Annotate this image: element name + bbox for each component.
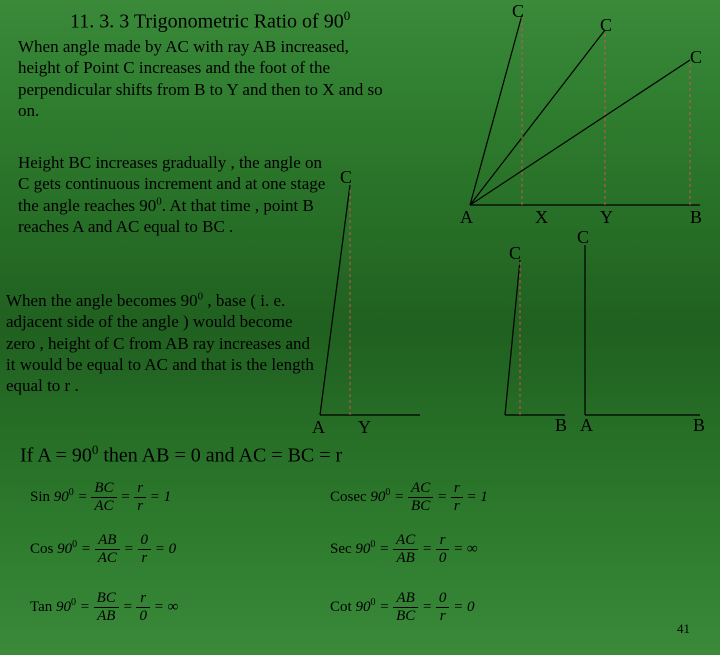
title-exp: 0 <box>344 8 351 23</box>
diagram-top: C C C A X Y B <box>440 5 710 225</box>
eq-cos-fn: Cos <box>30 541 53 557</box>
label-a: A <box>460 207 473 228</box>
diagram-midright-svg <box>495 225 710 425</box>
eq-sin: Sin 900 = BCAC = rr = 1 <box>30 480 171 515</box>
eq-csc-res: = 1 <box>466 489 487 505</box>
eq-cos-res: = 0 <box>155 541 176 557</box>
para3-a: When the angle becomes 90 <box>6 291 198 310</box>
eq-csc-r2: r <box>451 498 463 515</box>
paragraph-2: Height BC increases gradually , the angl… <box>18 152 333 237</box>
eq-sec-ang: 90 <box>355 541 370 557</box>
eq-cot-r1: 0 <box>436 590 450 608</box>
eq-sin-r1: r <box>134 480 146 498</box>
label-b2-mr: B <box>693 415 705 436</box>
eq-sec-exp: 0 <box>370 539 375 550</box>
eq-cos-num: AB <box>95 532 120 550</box>
eq-cot-r2: r <box>436 608 450 625</box>
diagram-mid-left: C A Y <box>310 165 440 425</box>
eq-csc-exp: 0 <box>385 487 390 498</box>
paragraph-3: When the angle becomes 900 , base ( i. e… <box>6 290 316 396</box>
eq-sin-exp: 0 <box>69 487 74 498</box>
eq-csc-num: AC <box>408 480 433 498</box>
diagram-top-svg <box>440 5 710 225</box>
section-number: 11. 3. 3 <box>70 11 129 33</box>
eq-cosec: Cosec 900 = ACBC = rr = 1 <box>330 480 488 515</box>
eq-sin-fn: Sin <box>30 489 50 505</box>
eq-sin-den: AC <box>91 498 116 515</box>
eq-sec-r2: 0 <box>436 550 450 567</box>
eq-cos-ang: 90 <box>57 541 72 557</box>
eq-cos-r2: r <box>138 550 152 567</box>
label-c-ml: C <box>340 167 352 188</box>
eq-sec-res: = ∞ <box>453 541 478 557</box>
title-text: Trigonometric Ratio of 90 <box>134 11 344 33</box>
eq-tan-num: BC <box>94 590 119 608</box>
para4-b: then AB = 0 and AC = BC = r <box>98 445 342 467</box>
eq-cot-ang: 90 <box>355 599 370 615</box>
page-number: 41 <box>677 621 690 637</box>
eq-sin-r2: r <box>134 498 146 515</box>
section-title: 11. 3. 3 Trigonometric Ratio of 900 <box>70 8 350 34</box>
eq-tan-r2: 0 <box>136 608 150 625</box>
label-c2: C <box>600 15 612 36</box>
eq-cos-den: AC <box>95 550 120 567</box>
eq-tan-ang: 90 <box>56 599 71 615</box>
eq-csc-r1: r <box>451 480 463 498</box>
eq-sec-fn: Sec <box>330 541 352 557</box>
eq-csc-fn: Cosec <box>330 489 367 505</box>
eq-tan-fn: Tan <box>30 599 52 615</box>
para1-text: When angle made by AC with ray AB increa… <box>18 37 383 120</box>
eq-cot-den: BC <box>393 608 418 625</box>
eq-sec-num: AC <box>393 532 418 550</box>
label-a-ml: A <box>312 417 325 438</box>
para4-a: If A = 90 <box>20 445 92 467</box>
eq-tan-exp: 0 <box>71 597 76 608</box>
diagram-midleft-svg <box>310 165 440 425</box>
eq-sin-res: = 1 <box>150 489 171 505</box>
eq-csc-den: BC <box>408 498 433 515</box>
eq-sec: Sec 900 = ACAB = r0 = ∞ <box>330 532 478 567</box>
label-b-mr: B <box>555 415 567 436</box>
eq-cot-fn: Cot <box>330 599 352 615</box>
label-a-mr: A <box>580 415 593 436</box>
eq-csc-ang: 90 <box>370 489 385 505</box>
eq-cot-num: AB <box>393 590 418 608</box>
eq-tan: Tan 900 = BCAB = r0 = ∞ <box>30 590 178 625</box>
paragraph-1: When angle made by AC with ray AB increa… <box>18 36 388 121</box>
paragraph-4: If A = 900 then AB = 0 and AC = BC = r <box>20 442 342 468</box>
label-c1-mr: C <box>509 243 521 264</box>
label-y-ml: Y <box>358 417 371 438</box>
eq-tan-res: = ∞ <box>154 599 179 615</box>
eq-sec-den: AB <box>393 550 418 567</box>
eq-cot-exp: 0 <box>370 597 375 608</box>
label-c3: C <box>690 47 702 68</box>
label-c1: C <box>512 1 524 22</box>
eq-sin-ang: 90 <box>54 489 69 505</box>
eq-tan-den: AB <box>94 608 119 625</box>
eq-cos-r1: 0 <box>138 532 152 550</box>
eq-cos-exp: 0 <box>72 539 77 550</box>
label-c2-mr: C <box>577 227 589 248</box>
eq-cos: Cos 900 = ABAC = 0r = 0 <box>30 532 176 567</box>
eq-cot: Cot 900 = ABBC = 0r = 0 <box>330 590 474 625</box>
eq-tan-r1: r <box>136 590 150 608</box>
eq-cot-res: = 0 <box>453 599 474 615</box>
diagram-mid-right: C B C A B <box>495 225 710 425</box>
eq-sin-num: BC <box>91 480 116 498</box>
eq-sec-r1: r <box>436 532 450 550</box>
